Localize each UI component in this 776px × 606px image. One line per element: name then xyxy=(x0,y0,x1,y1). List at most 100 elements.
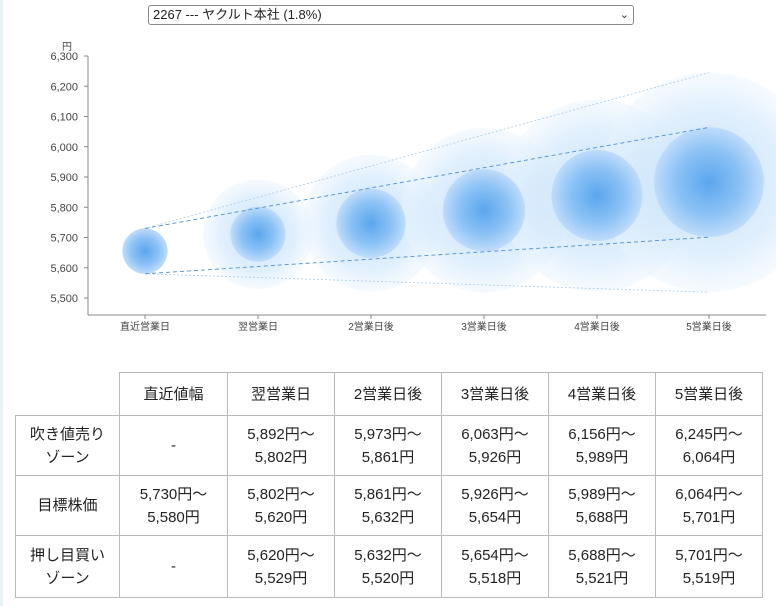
price-value: 5,620円 xyxy=(254,508,308,526)
price-value: 5,520円 xyxy=(361,569,415,587)
price-value: 6,245円〜 xyxy=(675,425,743,443)
y-tick-label: 6,100 xyxy=(50,112,78,124)
price-value: 5,861円〜 xyxy=(354,485,422,503)
x-tick-label: 3営業日後 xyxy=(461,320,507,333)
x-tick-label: 5営業日後 xyxy=(686,320,732,333)
target-range-bubble xyxy=(551,149,643,241)
price-value: 5,521円 xyxy=(575,569,629,587)
sell-zone-row: 吹き値売りゾーン - 5,892円〜 5,802円 5,973円〜 5,861円 6,063… xyxy=(15,415,763,476)
price-value: 5,654円〜 xyxy=(461,546,529,564)
row-label: 目標株価 xyxy=(15,475,120,536)
row-label: 吹き値売り ゾーン xyxy=(15,415,120,476)
price-cell: 5,892円〜 5,802円 xyxy=(227,415,335,476)
price-value: 6,156円〜 xyxy=(568,425,636,443)
y-tick-label: 5,500 xyxy=(50,293,78,305)
table-header-row: 直近値幅 翌営業日 2営業日後 3営業日後 4営業日後 5営業日後 xyxy=(15,372,763,416)
price-value: - xyxy=(171,558,176,575)
target-range-bubble xyxy=(230,206,286,262)
price-cell: 5,654円〜 5,518円 xyxy=(441,535,549,598)
price-cell: - xyxy=(119,415,228,476)
y-tick-label: 5,800 xyxy=(50,202,78,214)
price-value: 5,518円 xyxy=(468,569,522,587)
y-tick-label: 6,200 xyxy=(50,81,78,93)
target-price-row: 目標株価 5,730円〜 5,580円 5,802円〜 5,620円 5,861円〜 5,6… xyxy=(15,475,763,536)
price-cell: 5,632円〜 5,520円 xyxy=(334,535,442,598)
target-lower-line xyxy=(144,236,710,275)
price-cell: 6,245円〜 6,064円 xyxy=(655,415,763,476)
y-tick-label: 5,900 xyxy=(50,172,78,184)
stock-select[interactable]: 2267 --- ヤクルト本社 (1.8%) ⌄ xyxy=(148,5,634,25)
header-day-4: 4営業日後 xyxy=(548,372,656,416)
row-label-line: 吹き値売り xyxy=(29,425,105,443)
price-value: - xyxy=(171,437,176,454)
header-day-3: 3営業日後 xyxy=(441,372,549,416)
price-cell: 5,688円〜 5,521円 xyxy=(548,535,656,598)
price-value: 5,519円 xyxy=(682,569,736,587)
header-latest-range: 直近値幅 xyxy=(119,372,228,416)
y-axis-unit: 円 xyxy=(62,42,72,53)
price-value: 5,926円 xyxy=(468,448,522,466)
price-value: 5,802円〜 xyxy=(247,485,315,503)
row-label-line: 押し目買い xyxy=(29,546,105,564)
price-value: 6,064円〜 xyxy=(675,485,743,503)
price-value: 5,973円〜 xyxy=(354,425,422,443)
buy-zone-row: 押し目買いゾーン - 5,620円〜 5,529円 5,632円〜 5,520円 5,654… xyxy=(15,535,763,598)
chevron-down-icon: ⌄ xyxy=(619,9,629,21)
x-tick-label: 直近営業日 xyxy=(120,320,170,333)
price-cell: 5,701円〜 5,519円 xyxy=(655,535,763,598)
price-value: 5,861円 xyxy=(361,448,415,466)
price-value: 5,632円 xyxy=(361,508,415,526)
stock-select-value: 2267 --- ヤクルト本社 (1.8%) xyxy=(153,7,322,22)
forecast-table: 直近値幅 翌営業日 2営業日後 3営業日後 4営業日後 5営業日後 吹き値売りゾ… xyxy=(15,372,763,598)
outer-upper-line xyxy=(144,72,710,229)
price-cell: 5,620円〜 5,529円 xyxy=(227,535,335,598)
target-range-bubble xyxy=(336,188,406,258)
row-label-line: 目標株価 xyxy=(37,497,98,514)
row-label-line: ゾーン xyxy=(45,569,90,587)
price-cell: 5,861円〜 5,632円 xyxy=(334,475,442,536)
y-tick-label: 5,700 xyxy=(50,233,78,245)
price-cell: - xyxy=(119,535,228,598)
price-value: 5,632円〜 xyxy=(354,546,422,564)
y-tick-label: 6,000 xyxy=(50,142,78,154)
row-label: 押し目買い ゾーン xyxy=(15,535,120,598)
price-cell: 6,156円〜 5,989円 xyxy=(548,415,656,476)
price-cell: 5,989円〜 5,688円 xyxy=(548,475,656,536)
price-value: 5,688円〜 xyxy=(568,546,636,564)
price-value: 5,989円 xyxy=(575,448,629,466)
y-tick-label: 5,600 xyxy=(50,263,78,275)
price-cell: 5,926円〜 5,654円 xyxy=(441,475,549,536)
price-cell: 6,063円〜 5,926円 xyxy=(441,415,549,476)
price-value: 5,701円 xyxy=(682,508,736,526)
price-cell: 5,802円〜 5,620円 xyxy=(227,475,335,536)
price-value: 5,688円 xyxy=(575,508,629,526)
price-value: 5,580円 xyxy=(147,508,200,526)
price-value: 5,926円〜 xyxy=(461,485,529,503)
x-tick-label: 翌営業日 xyxy=(238,320,278,333)
price-value: 6,064円 xyxy=(682,448,736,466)
price-value: 5,892円〜 xyxy=(247,425,315,443)
price-value: 5,701円〜 xyxy=(675,546,743,564)
target-range-bubble xyxy=(442,169,526,252)
target-range-bubble xyxy=(122,228,168,274)
price-value: 5,620円〜 xyxy=(247,546,315,564)
price-cell: 6,064円〜 5,701円 xyxy=(655,475,763,536)
y-tick-label: 6,300 xyxy=(50,51,78,63)
table-corner-cell xyxy=(15,372,120,416)
x-tick-label: 4営業日後 xyxy=(574,320,620,333)
price-value: 5,529円 xyxy=(254,569,308,587)
price-cell: 5,973円〜 5,861円 xyxy=(334,415,442,476)
header-day-5: 5営業日後 xyxy=(655,372,763,416)
price-value: 5,989円〜 xyxy=(568,485,636,503)
left-accent-bar xyxy=(0,0,3,606)
header-day-1: 翌営業日 xyxy=(227,372,335,416)
price-cell: 5,730円〜 5,580円 xyxy=(119,475,228,536)
target-range-bubble xyxy=(654,127,764,238)
forecast-bubble-chart: 円 5,500 5,600 5,700 5,800 5,900 6,000 6,100 6,2… xyxy=(50,42,776,333)
x-tick-label: 2営業日後 xyxy=(348,320,394,333)
price-value: 5,654円 xyxy=(468,508,522,526)
price-value: 5,802円 xyxy=(254,448,308,466)
row-label-line: ゾーン xyxy=(45,448,90,466)
price-value: 5,730円〜 xyxy=(139,485,208,503)
price-value: 6,063円〜 xyxy=(461,425,529,443)
